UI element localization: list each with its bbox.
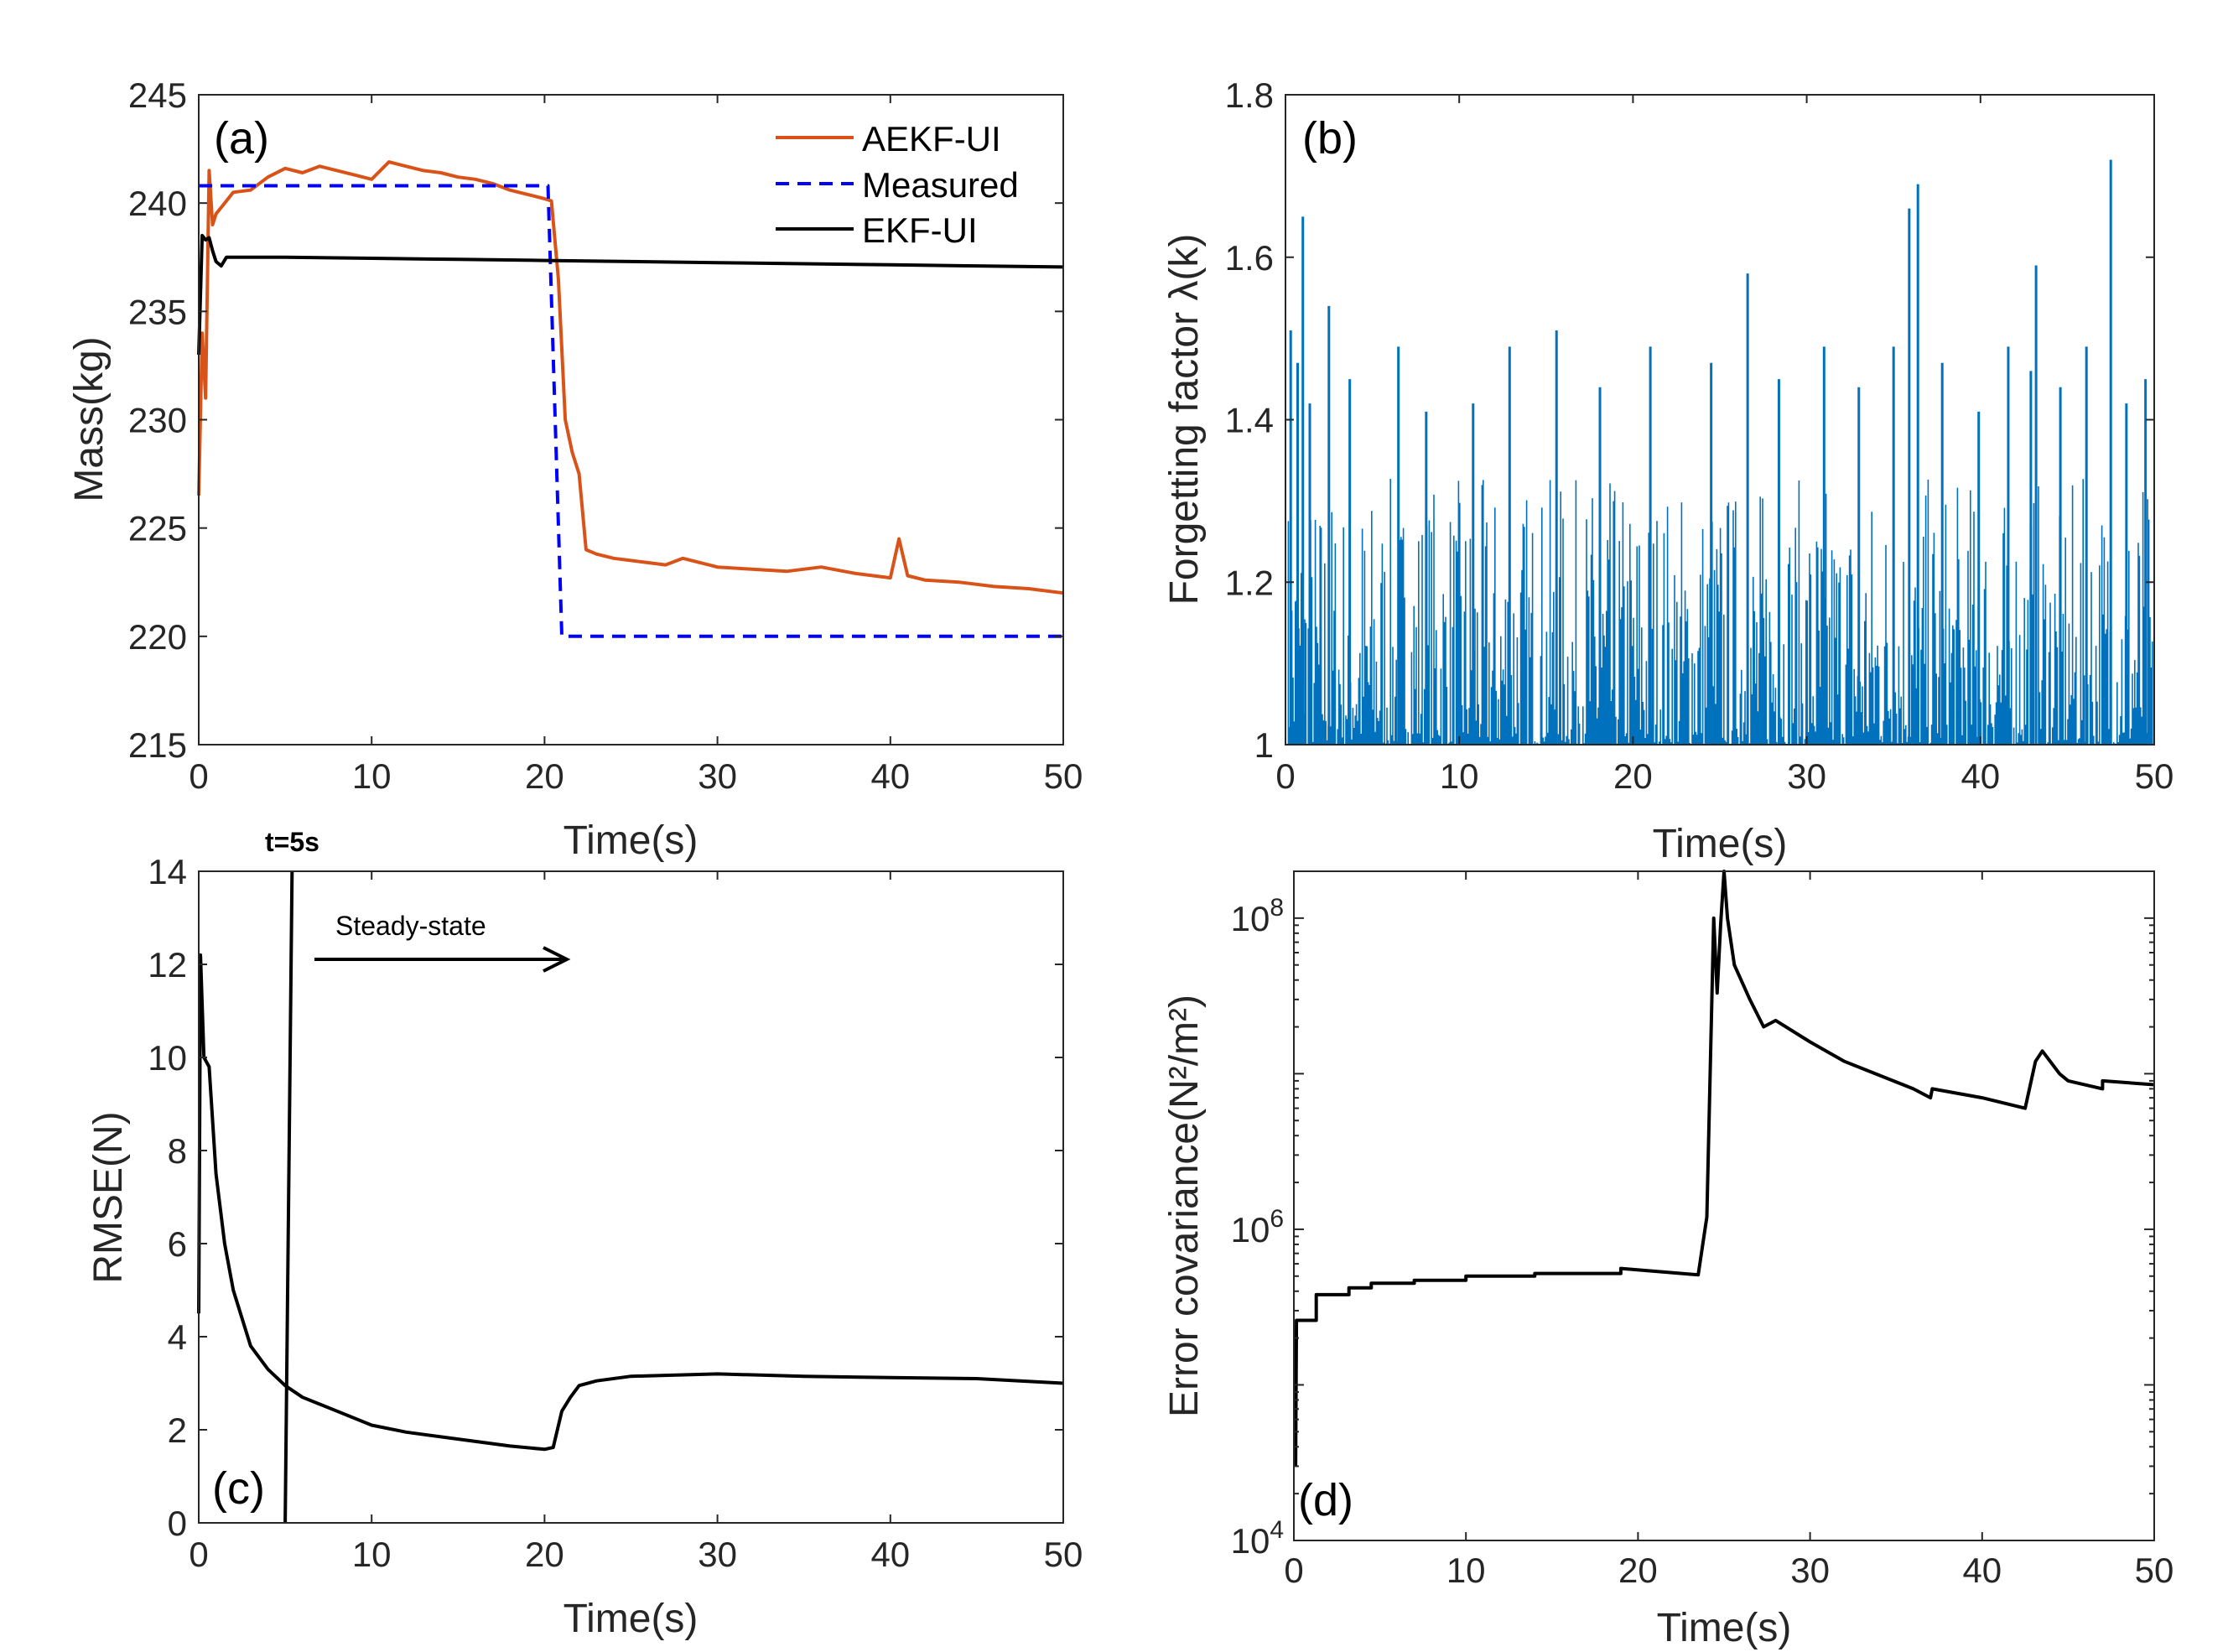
panel-d-label: (d) [1298, 1475, 1353, 1525]
y-tick-label: 0 [168, 1504, 187, 1543]
panel-d-xlabel: Time(s) [1657, 1606, 1792, 1650]
x-tick-label: 20 [525, 1535, 564, 1574]
y-tick-label-exponent: 4 [1270, 1516, 1284, 1544]
y-tick-label: 215 [128, 725, 187, 765]
y-tick-label-exponent: 6 [1270, 1205, 1284, 1233]
y-tick-label: 240 [128, 184, 187, 223]
legend-label-measured: Measured [862, 165, 1019, 205]
y-tick-label: 230 [128, 401, 187, 440]
panel-a-xlabel: Time(s) [563, 818, 699, 863]
x-tick-label: 30 [698, 756, 737, 796]
panel-d-ylabel: Error covariance(N²/m²) [1162, 995, 1207, 1417]
x-tick-label: 40 [870, 756, 910, 796]
legend-label-ekf-ui: EKF-UI [862, 210, 978, 250]
panel-c-ylabel: RMSE(N) [86, 1111, 131, 1283]
x-tick-label: 20 [1613, 756, 1653, 796]
x-tick-label: 10 [352, 756, 392, 796]
x-tick-label: 10 [352, 1535, 392, 1574]
x-tick-label: 0 [189, 1535, 208, 1574]
panel-b-xlabel: Time(s) [1653, 822, 1788, 866]
x-tick-label: 50 [1044, 756, 1083, 796]
y-tick-label: 225 [128, 509, 187, 548]
panel-d-ylabel-text: Error covariance(N²/m²) [1162, 995, 1207, 1417]
x-tick-label: 0 [1275, 756, 1295, 796]
x-tick-label: 0 [189, 756, 208, 796]
y-tick-label-exponent: 8 [1270, 894, 1284, 922]
x-tick-label: 20 [1618, 1551, 1658, 1590]
y-tick-label: 6 [168, 1224, 187, 1264]
y-tick-label: 2 [168, 1410, 187, 1450]
y-tick-label: 1 [1254, 725, 1274, 765]
y-tick-label: 1.4 [1225, 401, 1274, 440]
x-tick-label: 0 [1284, 1551, 1303, 1590]
x-tick-label: 30 [1787, 756, 1826, 796]
x-tick-label: 40 [870, 1535, 910, 1574]
panel-a-label: (a) [214, 113, 269, 164]
y-tick-label-base: 10 [1231, 1521, 1270, 1561]
y-tick-label-base: 10 [1231, 1210, 1270, 1249]
figure-background [0, 0, 2228, 1652]
y-tick-label: 1.2 [1225, 563, 1274, 602]
y-tick-label: 8 [168, 1131, 187, 1171]
x-tick-label: 40 [1962, 1551, 2002, 1590]
annotation-steady-state: Steady-state [335, 911, 486, 941]
panel-b-ylabel: Forgetting factor λ(k) [1162, 234, 1207, 605]
x-tick-label: 50 [1044, 1535, 1083, 1574]
x-tick-label: 30 [698, 1535, 737, 1574]
y-tick-label: 235 [128, 292, 187, 331]
y-tick-label: 220 [128, 617, 187, 657]
panel-b-label: (b) [1302, 113, 1358, 164]
y-tick-label: 245 [128, 75, 187, 115]
y-tick-label: 12 [148, 945, 187, 984]
x-tick-label: 10 [1446, 1551, 1486, 1590]
x-tick-label: 40 [1961, 756, 2000, 796]
x-tick-label: 50 [2135, 756, 2174, 796]
x-tick-label: 50 [2135, 1551, 2174, 1590]
y-tick-label: 4 [168, 1317, 187, 1357]
panel-c-xlabel: Time(s) [563, 1597, 699, 1641]
x-tick-label: 30 [1790, 1551, 1830, 1590]
y-tick-label: 1.6 [1225, 238, 1274, 278]
panel-a-ylabel: Mass(kg) [67, 336, 112, 501]
figure: 0 10 20 30 40 50215220225230235240245 (a) Tim… [0, 0, 2228, 1652]
legend-label-aekf-ui: AEKF-UI [862, 119, 1001, 158]
y-tick-label: 10 [148, 1038, 187, 1078]
panel-c-label: (c) [212, 1463, 265, 1514]
annotation-t5s: t=5s [265, 827, 319, 857]
y-tick-label: 1.8 [1225, 75, 1274, 115]
x-tick-label: 20 [525, 756, 564, 796]
y-tick-label-base: 10 [1231, 899, 1270, 938]
y-tick-label: 14 [148, 852, 187, 891]
x-tick-label: 10 [1440, 756, 1479, 796]
